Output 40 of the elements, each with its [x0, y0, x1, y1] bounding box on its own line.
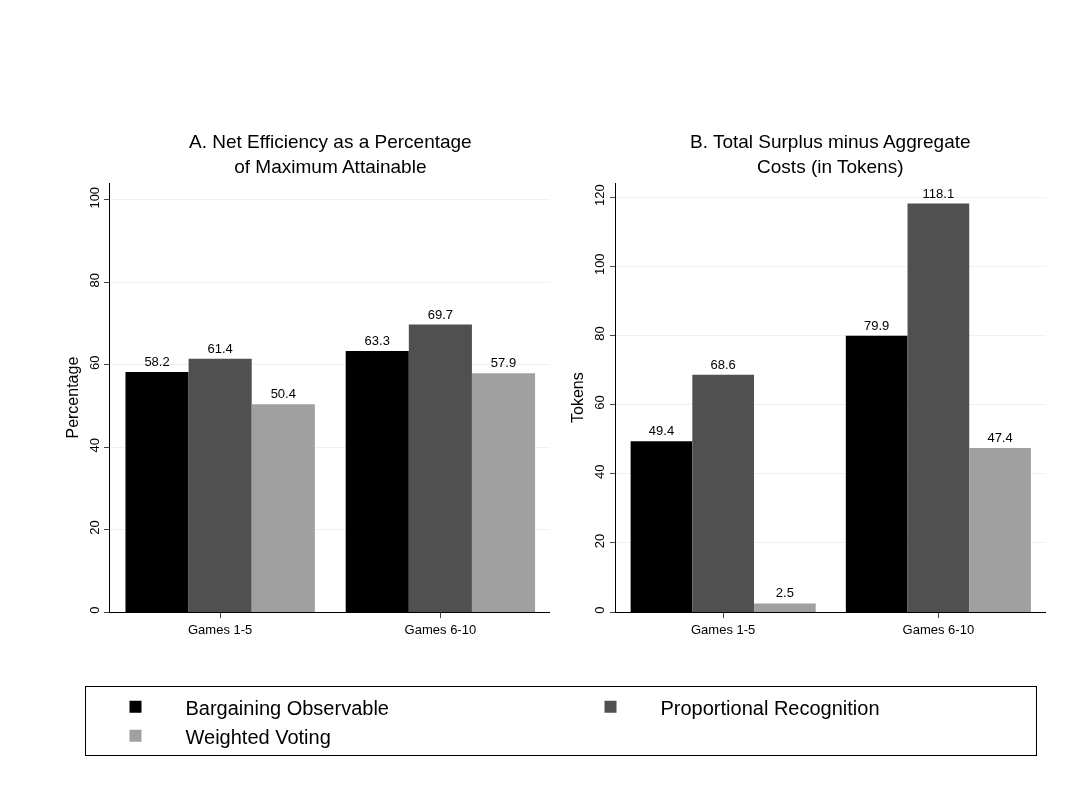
y-axis-title: Percentage: [63, 356, 81, 439]
data-label: 47.4: [987, 430, 1013, 446]
data-label: 57.9: [490, 355, 517, 371]
data-label: 58.2: [144, 354, 170, 370]
chart-title: A. Net Efficiency as a Percentage of Maximum Attainable: [189, 131, 472, 177]
data-label: 2.5: [775, 585, 794, 601]
y-tick-label: 80: [86, 272, 102, 288]
legend-label: Weighted Voting: [185, 725, 331, 748]
data-label: 63.3: [364, 333, 390, 349]
bar: [969, 448, 1031, 613]
y-tick-label: 40: [592, 464, 608, 479]
y-tick-label: 100: [86, 186, 102, 209]
data-label: 79.9: [864, 317, 890, 333]
y-tick-label: 0: [86, 606, 102, 614]
data-label: 50.4: [270, 386, 296, 402]
y-tick-label: 0: [592, 606, 608, 614]
bar: [251, 404, 315, 613]
x-tick-label: Games 6-10: [404, 621, 477, 637]
y-tick-label: 100: [592, 253, 608, 276]
y-tick-label: 120: [592, 184, 608, 206]
data-label: 49.4: [648, 423, 675, 439]
y-tick-label: 20: [86, 520, 102, 535]
data-label: 68.6: [710, 356, 736, 372]
y-tick-label: 40: [86, 437, 102, 453]
x-tick-label: Games 1-5: [691, 621, 756, 637]
y-tick-label: 80: [592, 326, 608, 341]
bar: [471, 373, 536, 613]
data-label: 118.1: [922, 185, 955, 201]
legend-label: Bargaining Observable: [185, 696, 389, 719]
bar: [754, 603, 816, 613]
legend-label: Proportional Recognition: [660, 696, 880, 719]
x-tick-label: Games 6-10: [902, 621, 975, 637]
y-tick-label: 60: [592, 395, 608, 410]
chart-title: B. Total Surplus minus Aggregate Costs (in Tokens): [690, 131, 971, 177]
y-tick-label: 20: [592, 533, 608, 549]
y-tick-label: 60: [86, 355, 102, 370]
x-tick-label: Games 1-5: [188, 621, 253, 637]
data-label: 61.4: [207, 340, 233, 356]
data-label: 69.7: [427, 306, 454, 322]
y-axis-title: Tokens: [569, 372, 587, 423]
